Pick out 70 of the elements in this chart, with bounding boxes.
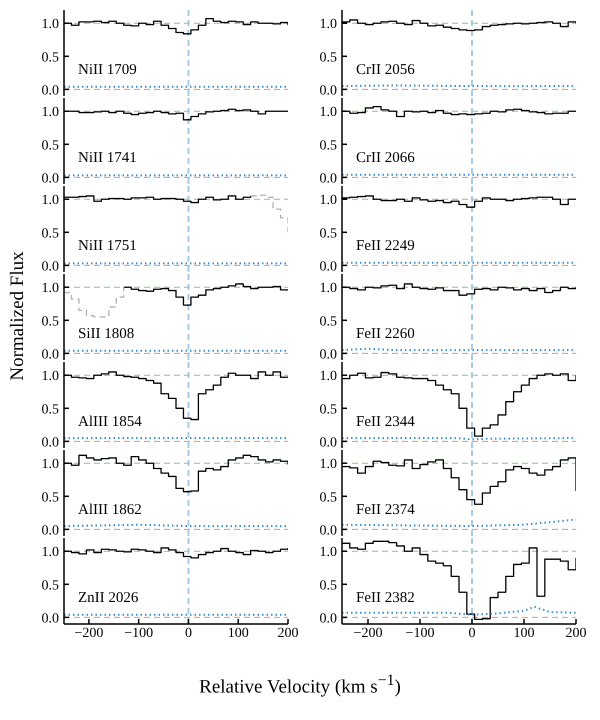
y-tick-label: 0.5 xyxy=(42,226,59,242)
y-tick-label: 0.5 xyxy=(320,490,337,506)
x-tick-label: −100 xyxy=(124,626,154,641)
annotation: FeII 2344 xyxy=(356,414,415,431)
y-tick-label: 1.0 xyxy=(320,457,337,472)
y-tick-label: 0.0 xyxy=(42,83,59,98)
x-tick-label: 0 xyxy=(184,626,192,641)
y-tick-label: 0.0 xyxy=(42,435,59,450)
y-tick-label: 0.5 xyxy=(42,578,59,594)
x-tick-label: 200 xyxy=(278,626,298,641)
line-series xyxy=(342,518,576,528)
y-tick-label: 0.5 xyxy=(320,578,337,594)
annotation: ZnII 2026 xyxy=(78,590,138,607)
y-tick-label: 1.0 xyxy=(42,369,59,384)
x-tick-label: 0 xyxy=(468,626,476,641)
y-tick-label: 0.5 xyxy=(42,490,59,506)
y-tick-label: 0.5 xyxy=(320,226,337,242)
annotation: NiII 1709 xyxy=(78,62,137,79)
x-axis-title: Relative Velocity (km s$^{−1}$) xyxy=(198,672,402,698)
y-tick-label: 1.0 xyxy=(42,281,59,296)
y-tick-label: 0.5 xyxy=(42,138,59,154)
annotation: NiII 1741 xyxy=(78,150,137,167)
y-tick-label: 1.0 xyxy=(42,457,59,472)
annotation: AlIII 1854 xyxy=(78,414,142,431)
annotation: FeII 2374 xyxy=(356,502,415,519)
y-tick-label: 1.0 xyxy=(42,193,59,208)
y-tick-label: 1.0 xyxy=(320,369,337,384)
y-tick-label: 0.0 xyxy=(42,523,59,538)
x-tick-label: −200 xyxy=(74,626,104,641)
x-tick-label: −100 xyxy=(406,626,434,641)
x-tick-label: 100 xyxy=(228,626,249,641)
line-series xyxy=(342,606,576,616)
y-tick-label: 0.5 xyxy=(320,138,337,154)
annotation: CrII 2056 xyxy=(356,62,415,79)
y-tick-label: 0.5 xyxy=(42,402,59,418)
y-tick-label: 1.0 xyxy=(42,105,59,120)
y-tick-label: 0.0 xyxy=(42,347,59,362)
y-tick-label: 1.0 xyxy=(42,545,59,560)
y-tick-label: 1.0 xyxy=(320,17,337,32)
y-tick-label: 0.0 xyxy=(320,171,337,186)
y-tick-label: 0.5 xyxy=(320,314,337,330)
y-tick-label: 0.0 xyxy=(320,435,337,450)
y-tick-label: 0.0 xyxy=(42,171,59,186)
y-tick-label: 0.0 xyxy=(42,259,59,274)
annotation: FeII 2249 xyxy=(356,238,415,255)
y-tick-label: 0.5 xyxy=(42,314,59,330)
y-tick-label: 1.0 xyxy=(320,545,337,560)
annotation: NiII 1751 xyxy=(78,238,137,255)
y-tick-label: 1.0 xyxy=(320,281,337,296)
y-tick-label: 0.0 xyxy=(320,347,337,362)
annotation: SiII 1808 xyxy=(78,326,134,343)
y-tick-label: 0.0 xyxy=(320,523,337,538)
x-tick-label: 100 xyxy=(514,626,534,641)
y-tick-label: 0.5 xyxy=(42,50,59,66)
x-tick-label: 200 xyxy=(566,626,586,641)
y-tick-label: 1.0 xyxy=(42,17,59,32)
annotation: AlIII 1862 xyxy=(78,502,142,519)
y-tick-label: 0.0 xyxy=(320,83,337,98)
y-tick-label: 1.0 xyxy=(320,105,337,120)
y-tick-label: 0.0 xyxy=(320,259,337,274)
annotation: FeII 2260 xyxy=(356,326,415,343)
y-tick-label: 0.0 xyxy=(42,611,59,626)
y-axis-title: Normalized Flux xyxy=(7,251,29,381)
y-tick-label: 1.0 xyxy=(320,193,337,208)
y-tick-label: 0.5 xyxy=(320,50,337,66)
annotation: FeII 2382 xyxy=(356,590,415,607)
y-tick-label: 0.0 xyxy=(320,611,337,626)
x-tick-label: −200 xyxy=(354,626,382,641)
annotation: CrII 2066 xyxy=(356,150,415,167)
y-tick-label: 0.5 xyxy=(320,402,337,418)
